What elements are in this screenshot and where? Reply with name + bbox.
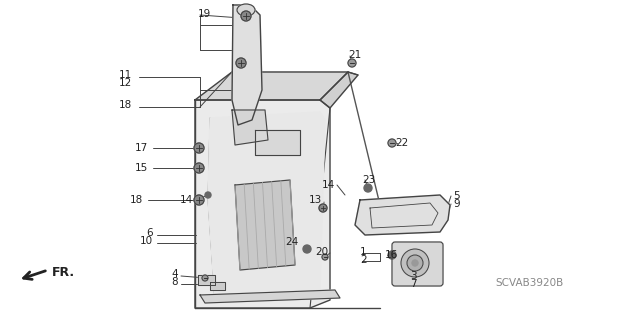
Text: 18: 18 xyxy=(130,195,143,205)
Polygon shape xyxy=(195,72,348,100)
Polygon shape xyxy=(210,282,225,290)
Circle shape xyxy=(322,254,328,260)
Text: 10: 10 xyxy=(140,236,153,246)
Polygon shape xyxy=(235,180,295,270)
Circle shape xyxy=(348,59,356,67)
Text: 5: 5 xyxy=(453,191,460,201)
Circle shape xyxy=(241,11,251,21)
Text: 17: 17 xyxy=(135,143,148,153)
Text: 22: 22 xyxy=(395,138,408,148)
Text: FR.: FR. xyxy=(52,265,75,278)
Text: 14: 14 xyxy=(322,180,335,190)
Text: 7: 7 xyxy=(410,279,417,289)
Text: 21: 21 xyxy=(348,50,361,60)
Text: SCVAB3920B: SCVAB3920B xyxy=(496,278,564,288)
Text: 15: 15 xyxy=(135,163,148,173)
Text: 4: 4 xyxy=(172,269,178,279)
Text: 12: 12 xyxy=(119,78,132,88)
Text: 9: 9 xyxy=(453,199,460,209)
Circle shape xyxy=(319,204,327,212)
Polygon shape xyxy=(232,5,262,125)
FancyBboxPatch shape xyxy=(392,242,443,286)
Circle shape xyxy=(388,139,396,147)
Circle shape xyxy=(388,251,396,259)
Polygon shape xyxy=(320,72,358,108)
Circle shape xyxy=(236,58,246,68)
Polygon shape xyxy=(195,100,330,308)
Polygon shape xyxy=(355,195,450,235)
Circle shape xyxy=(194,143,204,153)
Polygon shape xyxy=(232,110,268,145)
Text: 1: 1 xyxy=(360,247,367,257)
Ellipse shape xyxy=(237,4,255,16)
Text: 19: 19 xyxy=(198,9,211,19)
Text: 3: 3 xyxy=(410,271,417,281)
Polygon shape xyxy=(208,112,325,302)
Circle shape xyxy=(407,255,423,271)
Text: 8: 8 xyxy=(172,277,178,287)
Text: 2: 2 xyxy=(360,255,367,265)
Circle shape xyxy=(205,192,211,198)
Text: 6: 6 xyxy=(147,228,153,238)
Circle shape xyxy=(401,249,429,277)
Circle shape xyxy=(412,260,418,266)
Text: 14: 14 xyxy=(180,195,193,205)
Circle shape xyxy=(194,195,204,205)
Text: 24: 24 xyxy=(285,237,298,247)
Polygon shape xyxy=(200,290,340,303)
Text: 23: 23 xyxy=(362,175,375,185)
Text: 16: 16 xyxy=(385,250,398,260)
Text: 20: 20 xyxy=(315,247,328,257)
Text: 18: 18 xyxy=(119,100,132,110)
Circle shape xyxy=(194,163,204,173)
Polygon shape xyxy=(255,130,300,155)
Circle shape xyxy=(303,245,311,253)
Text: 11: 11 xyxy=(119,70,132,80)
Circle shape xyxy=(364,184,372,192)
Polygon shape xyxy=(198,275,215,285)
Circle shape xyxy=(202,275,208,281)
Text: 13: 13 xyxy=(308,195,322,205)
